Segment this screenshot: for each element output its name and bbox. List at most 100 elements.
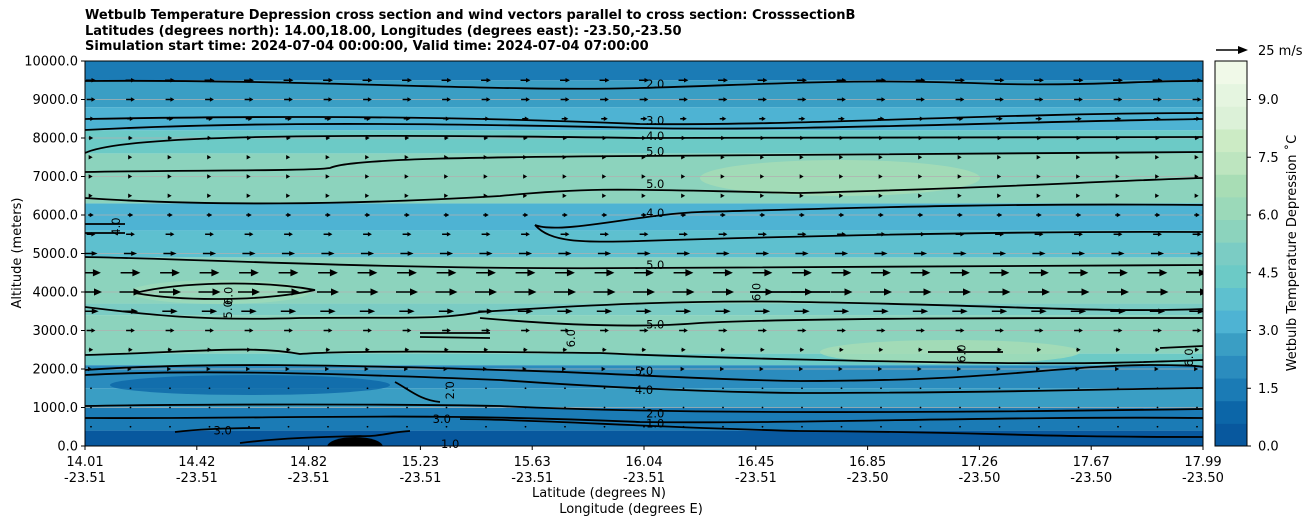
wind-vector bbox=[90, 406, 92, 409]
contour-label: 4.0 bbox=[635, 383, 653, 397]
contour-line bbox=[85, 256, 1203, 270]
wind-vector-head bbox=[523, 347, 528, 352]
wind-vector-head bbox=[843, 269, 852, 277]
contour-band bbox=[85, 430, 1203, 446]
wind-vector-head bbox=[443, 366, 448, 372]
wind-vector-head bbox=[128, 155, 133, 160]
wind-vector-head bbox=[1118, 251, 1125, 256]
contour-label: 2.0 bbox=[646, 77, 664, 91]
contour-line bbox=[479, 317, 1203, 327]
wind-vector-head bbox=[879, 212, 884, 218]
x-tick-label-lat: 14.82 bbox=[290, 455, 327, 470]
wind-vector-head bbox=[1160, 288, 1169, 296]
wind-vector bbox=[169, 406, 171, 409]
colorbar-tick-label: 7.5 bbox=[1258, 151, 1279, 166]
wind-vector-head bbox=[681, 155, 686, 160]
wind-vector-head bbox=[167, 174, 172, 179]
wind-vector-head bbox=[998, 116, 1003, 121]
wind-vector-head bbox=[723, 251, 730, 256]
contour-line bbox=[534, 224, 1203, 243]
wind-vector-head bbox=[1115, 366, 1120, 372]
contour-label: 2.0 bbox=[646, 406, 664, 420]
wind-vector-head bbox=[91, 97, 96, 102]
wind-vector-head bbox=[328, 308, 336, 315]
wind-vector-head bbox=[129, 212, 134, 218]
contour-label: 5.0 bbox=[646, 144, 664, 158]
wind-vector-head bbox=[960, 97, 965, 102]
wind-vector bbox=[327, 387, 329, 390]
wind-vector-head bbox=[918, 193, 923, 198]
wind-vector-head bbox=[369, 269, 378, 277]
wind-vector-head bbox=[761, 212, 766, 218]
colorbar-segment bbox=[1215, 61, 1247, 85]
wind-vector bbox=[524, 406, 527, 409]
wind-vector-head bbox=[840, 212, 845, 218]
wind-vector-head bbox=[723, 308, 731, 315]
wind-vector-head bbox=[325, 193, 330, 198]
wind-vector-head bbox=[130, 328, 135, 333]
wind-vector-head bbox=[1076, 174, 1081, 179]
wind-vector-head bbox=[802, 328, 807, 333]
wind-vector-head bbox=[760, 155, 765, 160]
wind-vector-head bbox=[681, 174, 686, 179]
wind-vector bbox=[564, 387, 566, 390]
wind-vector bbox=[208, 406, 211, 409]
wind-vector-head bbox=[89, 135, 94, 141]
wind-vector-head bbox=[527, 269, 536, 277]
wind-vector bbox=[248, 425, 250, 428]
wind-vector-head bbox=[525, 232, 530, 237]
wind-vector-head bbox=[802, 78, 807, 83]
wind-vector-head bbox=[565, 78, 570, 83]
contour-line bbox=[85, 112, 1203, 126]
wind-vector-head bbox=[246, 155, 251, 160]
wind-vector-head bbox=[286, 193, 291, 198]
contour-line bbox=[85, 403, 1203, 413]
wind-vectors bbox=[85, 78, 1203, 428]
x-tick-label-lon: -23.51 bbox=[623, 471, 665, 486]
wind-vector-head bbox=[329, 269, 338, 277]
wind-vector-head bbox=[1039, 97, 1044, 102]
wind-vector-head bbox=[762, 78, 768, 83]
wind-vector-head bbox=[683, 97, 688, 102]
colorbar-segment bbox=[1215, 151, 1247, 175]
wind-vector-head bbox=[207, 155, 212, 160]
wind-vector-head bbox=[489, 288, 497, 296]
wind-vector-head bbox=[683, 328, 688, 333]
wind-vector-head bbox=[207, 174, 212, 179]
wind-vector-head bbox=[1076, 135, 1081, 141]
wind-vector bbox=[1077, 406, 1080, 409]
wind-vector-head bbox=[1154, 366, 1159, 372]
colorbar-segment bbox=[1215, 355, 1247, 379]
wind-vector bbox=[248, 387, 250, 390]
colorbar-segment bbox=[1215, 332, 1247, 356]
wind-vector-head bbox=[1000, 251, 1007, 256]
wind-vector-head bbox=[91, 232, 96, 237]
wind-vector-head bbox=[564, 116, 569, 121]
wind-vector-head bbox=[249, 308, 257, 315]
wind-vector bbox=[366, 387, 369, 390]
wind-vector-head bbox=[802, 251, 809, 256]
wind-vector-head bbox=[1157, 78, 1163, 83]
wind-vector-head bbox=[94, 288, 102, 296]
wind-vector-head bbox=[210, 308, 218, 315]
wind-vector-head bbox=[759, 366, 764, 372]
wind-vector bbox=[169, 425, 171, 428]
wind-vector-head bbox=[641, 174, 646, 179]
wind-vector-head bbox=[957, 366, 962, 372]
wind-vector bbox=[643, 387, 645, 390]
wind-vector-head bbox=[88, 155, 93, 160]
wind-vector bbox=[406, 387, 408, 390]
wind-vector-head bbox=[208, 212, 213, 218]
wind-vector-head bbox=[881, 78, 886, 83]
wind-vector-head bbox=[840, 116, 845, 121]
wind-vector-head bbox=[603, 212, 608, 218]
wind-vector-head bbox=[290, 269, 299, 277]
contour-line bbox=[394, 381, 441, 403]
wind-vector-head bbox=[568, 288, 576, 296]
contour-line bbox=[419, 332, 491, 339]
wind-vector-head bbox=[365, 347, 370, 352]
wind-vector bbox=[722, 406, 724, 409]
contour-label: 5.0 bbox=[221, 300, 235, 318]
wind-vector-head bbox=[920, 328, 925, 333]
wind-vector-head bbox=[486, 328, 491, 333]
